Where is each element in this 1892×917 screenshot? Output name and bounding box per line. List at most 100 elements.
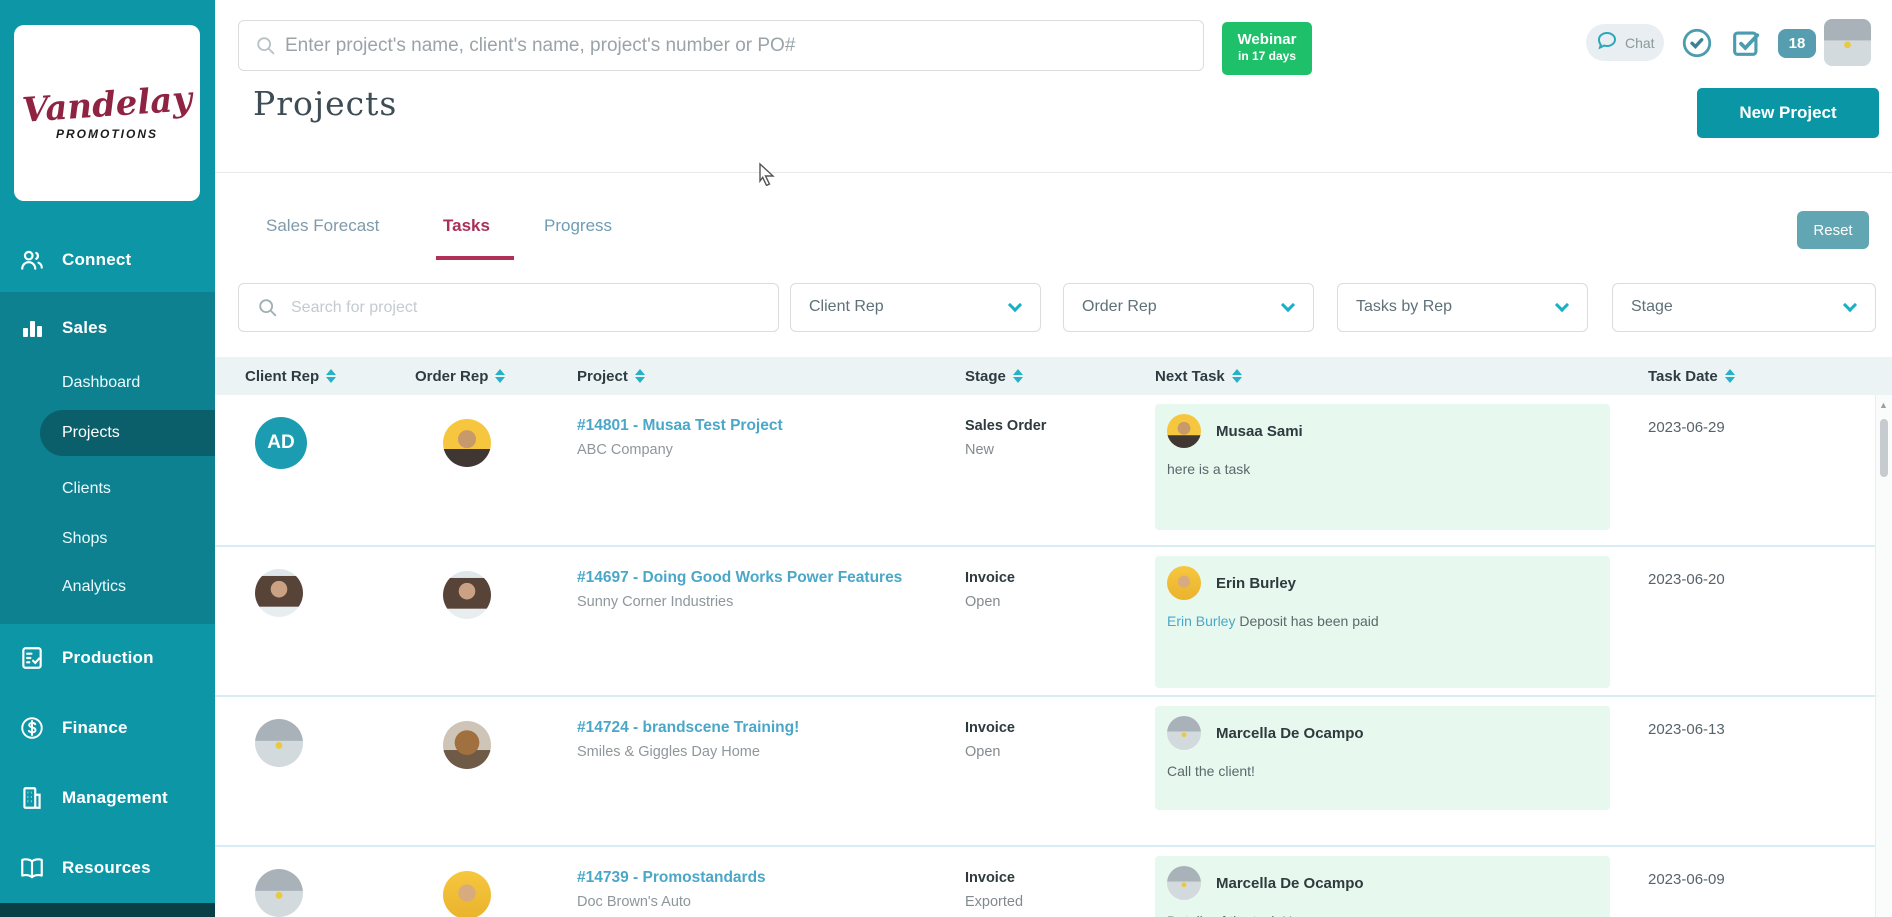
client-rep-avatar[interactable] <box>255 869 303 917</box>
sort-icon[interactable] <box>1724 369 1735 383</box>
sort-icon[interactable] <box>495 369 506 383</box>
stage-cell: Invoice Exported <box>915 847 1130 917</box>
project-search <box>238 283 779 332</box>
sidebar-item-analytics[interactable]: Analytics <box>62 578 127 595</box>
sort-icon[interactable] <box>634 369 645 383</box>
stage-cell: Invoice Open <box>915 547 1130 695</box>
company-logo[interactable]: Vandelay PROMOTIONS <box>14 25 200 201</box>
task-avatar <box>1167 566 1201 600</box>
sidebar-item-production[interactable]: Production <box>0 638 215 678</box>
column-header-stage[interactable]: Stage <box>915 368 1130 385</box>
project-link[interactable]: #14724 - brandscene Training! <box>577 719 800 736</box>
sidebar-item-clients[interactable]: Clients <box>62 480 111 497</box>
next-task-card[interactable]: Musaa Sami here is a task <box>1155 404 1610 530</box>
tasks-by-rep-select[interactable]: Tasks by Rep <box>1337 283 1588 332</box>
column-header-client-rep[interactable]: Client Rep <box>215 368 385 385</box>
tab-tasks[interactable]: Tasks <box>443 216 490 235</box>
tasks-edit-icon[interactable] <box>1729 26 1763 65</box>
project-search-input[interactable] <box>291 284 761 331</box>
reset-button[interactable]: Reset <box>1797 211 1869 249</box>
next-task-card[interactable]: Erin Burley Erin Burley Deposit has been… <box>1155 556 1610 688</box>
client-rep-avatar[interactable] <box>255 569 303 617</box>
chat-label: Chat <box>1625 34 1655 51</box>
tab-sales-forecast[interactable]: Sales Forecast <box>266 216 380 235</box>
order-rep-cell <box>385 547 547 695</box>
next-task-card[interactable]: Marcella De Ocampo Details of the task H <box>1155 856 1610 917</box>
client-rep-avatar[interactable] <box>255 719 303 767</box>
chat-button[interactable]: Chat <box>1586 24 1664 61</box>
sidebar-item-connect[interactable]: Connect <box>0 240 215 280</box>
stage-status: Open <box>965 744 1001 760</box>
order-rep-avatar[interactable] <box>443 871 491 917</box>
client-rep-cell <box>215 547 385 695</box>
stage-name: Invoice <box>965 870 1015 886</box>
user-avatar[interactable] <box>1824 19 1871 66</box>
project-link[interactable]: #14739 - Promostandards <box>577 869 766 886</box>
project-client-name: ABC Company <box>577 442 673 458</box>
sort-icon[interactable] <box>1012 369 1023 383</box>
sidebar-item-shops[interactable]: Shops <box>62 530 108 547</box>
table-row[interactable]: AD #14801 - Musaa Test Project ABC Compa… <box>215 395 1892 545</box>
new-project-button[interactable]: New Project <box>1697 88 1879 138</box>
global-search-input[interactable] <box>285 21 1185 70</box>
sidebar-item-management[interactable]: Management <box>0 778 215 818</box>
order-rep-cell <box>385 395 547 545</box>
sidebar-item-label: Connect <box>62 250 132 269</box>
vertical-scrollbar[interactable]: ▲ <box>1875 395 1892 917</box>
task-assignee-name: Erin Burley <box>1216 574 1297 592</box>
column-header-project[interactable]: Project <box>547 368 915 385</box>
webinar-subtitle: in 17 days <box>1237 49 1297 63</box>
notification-count-badge[interactable]: 18 <box>1778 29 1816 58</box>
project-client-name: Smiles & Giggles Day Home <box>577 744 760 760</box>
chevron-down-icon <box>1842 297 1858 313</box>
sort-icon[interactable] <box>1231 369 1242 383</box>
sidebar-item-resources[interactable]: Resources <box>0 848 215 888</box>
stage-select[interactable]: Stage <box>1612 283 1876 332</box>
sidebar-item-dashboard[interactable]: Dashboard <box>62 374 141 391</box>
column-header-order-rep[interactable]: Order Rep <box>385 368 547 385</box>
project-client-name: Doc Brown's Auto <box>577 894 691 910</box>
column-header-task-date[interactable]: Task Date <box>1630 368 1892 385</box>
client-rep-cell: AD <box>215 395 385 545</box>
next-task-card[interactable]: Marcella De Ocampo Call the client! <box>1155 706 1610 810</box>
stage-cell: Sales Order New <box>915 395 1130 545</box>
order-rep-cell <box>385 697 547 845</box>
client-rep-select[interactable]: Client Rep <box>790 283 1041 332</box>
global-search <box>238 20 1204 71</box>
project-link[interactable]: #14697 - Doing Good Works Power Features <box>577 569 903 586</box>
task-assignee-name: Musaa Sami <box>1216 422 1303 440</box>
bar-chart-icon <box>19 316 45 340</box>
webinar-badge[interactable]: Webinar in 17 days <box>1222 22 1312 75</box>
order-rep-select[interactable]: Order Rep <box>1063 283 1314 332</box>
sidebar-item-label: Sales <box>62 318 108 337</box>
mouse-cursor <box>756 162 778 191</box>
column-header-next-task[interactable]: Next Task <box>1130 368 1630 385</box>
sidebar-item-finance[interactable]: Finance <box>0 708 215 748</box>
scroll-up-arrow[interactable]: ▲ <box>1879 400 1888 410</box>
scrollbar-thumb[interactable] <box>1880 419 1888 477</box>
task-text: Call the client! <box>1167 763 1255 779</box>
task-date-cell: 2023-06-20 <box>1630 547 1892 695</box>
order-rep-avatar[interactable] <box>443 419 491 467</box>
client-rep-avatar[interactable]: AD <box>255 417 307 469</box>
table-row[interactable]: #14724 - brandscene Training! Smiles & G… <box>215 695 1892 845</box>
sort-icon[interactable] <box>326 369 337 383</box>
people-icon <box>19 247 45 273</box>
sidebar-item-sales[interactable]: Sales <box>0 308 215 348</box>
order-rep-avatar[interactable] <box>443 721 491 769</box>
sidebar-item-label: Production <box>62 648 154 667</box>
sidebar-item-label: Resources <box>62 858 151 877</box>
task-link[interactable]: Erin Burley <box>1167 613 1236 629</box>
sidebar-item-label: Finance <box>62 718 128 737</box>
tab-progress[interactable]: Progress <box>544 216 613 235</box>
stage-name: Sales Order <box>965 418 1047 434</box>
sidebar-item-projects-active[interactable]: Projects <box>40 410 215 456</box>
order-rep-avatar[interactable] <box>443 571 491 619</box>
client-rep-cell <box>215 697 385 845</box>
table-row[interactable]: #14697 - Doing Good Works Power Features… <box>215 545 1892 695</box>
project-link[interactable]: #14801 - Musaa Test Project <box>577 417 783 434</box>
sidebar-sales-section: Sales Dashboard Projects Clients Shops A… <box>0 292 215 624</box>
clock-check-icon[interactable] <box>1680 26 1714 65</box>
table-row[interactable]: #14739 - Promostandards Doc Brown's Auto… <box>215 845 1892 917</box>
select-label: Order Rep <box>1082 298 1157 315</box>
